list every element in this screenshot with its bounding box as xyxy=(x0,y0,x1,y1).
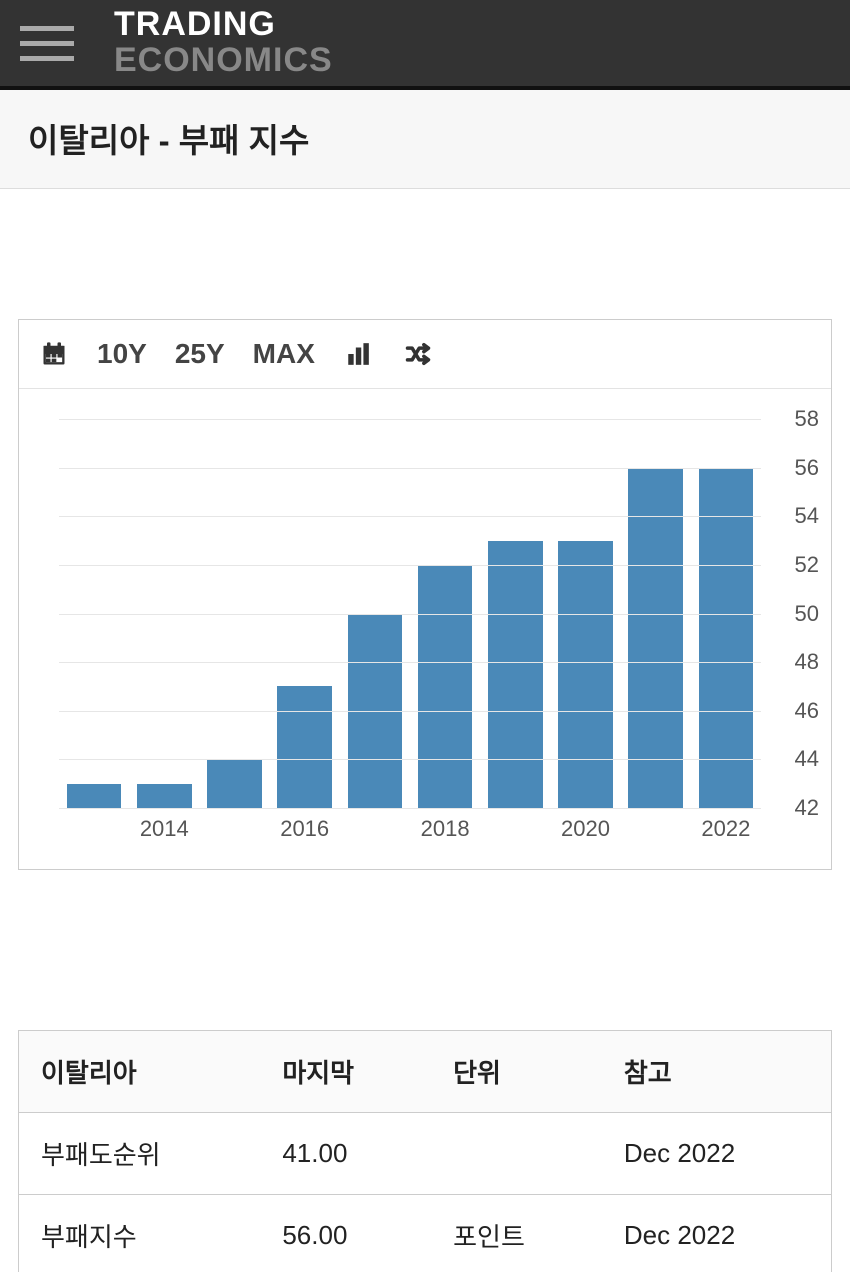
bar[interactable] xyxy=(137,784,192,808)
x-tick: 2018 xyxy=(421,816,470,842)
table-cell: Dec 2022 xyxy=(602,1195,831,1272)
data-table: 이탈리아 마지막 단위 참고 부패도순위41.00Dec 2022부패지수56.… xyxy=(19,1031,831,1272)
bar[interactable] xyxy=(699,468,754,808)
bar[interactable] xyxy=(488,541,543,808)
bar-chart-icon[interactable] xyxy=(343,341,373,367)
page-title-bar: 이탈리아 - 부패 지수 xyxy=(0,90,850,189)
x-tick: 2022 xyxy=(701,816,750,842)
table-cell: Dec 2022 xyxy=(602,1113,831,1195)
logo-line2: ECONOMICS xyxy=(114,43,333,79)
site-logo[interactable]: TRADING ECONOMICS xyxy=(114,7,333,78)
table-col-3: 참고 xyxy=(602,1031,831,1113)
x-tick: 2016 xyxy=(280,816,329,842)
calendar-icon[interactable] xyxy=(39,340,69,368)
y-tick: 54 xyxy=(795,503,819,529)
table-cell: 포인트 xyxy=(431,1195,602,1272)
page-title: 이탈리아 - 부패 지수 xyxy=(28,114,822,162)
y-tick: 44 xyxy=(795,746,819,772)
bar[interactable] xyxy=(418,565,473,808)
range-25y[interactable]: 25Y xyxy=(175,338,225,370)
logo-line1: TRADING xyxy=(114,7,333,43)
x-tick: 2020 xyxy=(561,816,610,842)
chart-plot: 42444648505254565820142016201820202022 xyxy=(59,419,761,809)
table-row[interactable]: 부패지수56.00포인트Dec 2022 xyxy=(19,1195,831,1272)
bar[interactable] xyxy=(558,541,613,808)
bar[interactable] xyxy=(207,759,262,808)
y-tick: 58 xyxy=(795,406,819,432)
table-cell: 56.00 xyxy=(260,1195,431,1272)
bar[interactable] xyxy=(628,468,683,808)
y-tick: 48 xyxy=(795,649,819,675)
chart-card: 10Y 25Y MAX 42 44 46 48 50 52 54 56 58 2014 2016 20… xyxy=(18,319,832,870)
x-tick: 2014 xyxy=(140,816,189,842)
app-header: TRADING ECONOMICS xyxy=(0,0,850,90)
range-max[interactable]: MAX xyxy=(253,338,315,370)
table-cell: 부패지수 xyxy=(19,1195,260,1272)
data-table-wrap: 이탈리아 마지막 단위 참고 부패도순위41.00Dec 2022부패지수56.… xyxy=(18,1030,832,1272)
y-tick: 46 xyxy=(795,698,819,724)
y-tick: 50 xyxy=(795,601,819,627)
chart-area: 42 44 46 48 50 52 54 56 58 2014 2016 2018 2020 2022 xyxy=(19,389,831,869)
table-header-row: 이탈리아 마지막 단위 참고 xyxy=(19,1031,831,1113)
y-tick: 52 xyxy=(795,552,819,578)
table-cell xyxy=(431,1113,602,1195)
table-col-2: 단위 xyxy=(431,1031,602,1113)
y-tick: 42 xyxy=(795,795,819,821)
table-cell: 41.00 xyxy=(260,1113,431,1195)
table-col-0: 이탈리아 xyxy=(19,1031,260,1113)
table-row[interactable]: 부패도순위41.00 Dec 2022 xyxy=(19,1113,831,1195)
shuffle-icon[interactable] xyxy=(401,340,435,368)
menu-icon[interactable] xyxy=(20,16,74,70)
bar[interactable] xyxy=(277,686,332,808)
chart-toolbar: 10Y 25Y MAX xyxy=(19,320,831,389)
range-10y[interactable]: 10Y xyxy=(97,338,147,370)
bar[interactable] xyxy=(67,784,122,808)
table-col-1: 마지막 xyxy=(260,1031,431,1113)
y-tick: 56 xyxy=(795,455,819,481)
table-cell: 부패도순위 xyxy=(19,1113,260,1195)
